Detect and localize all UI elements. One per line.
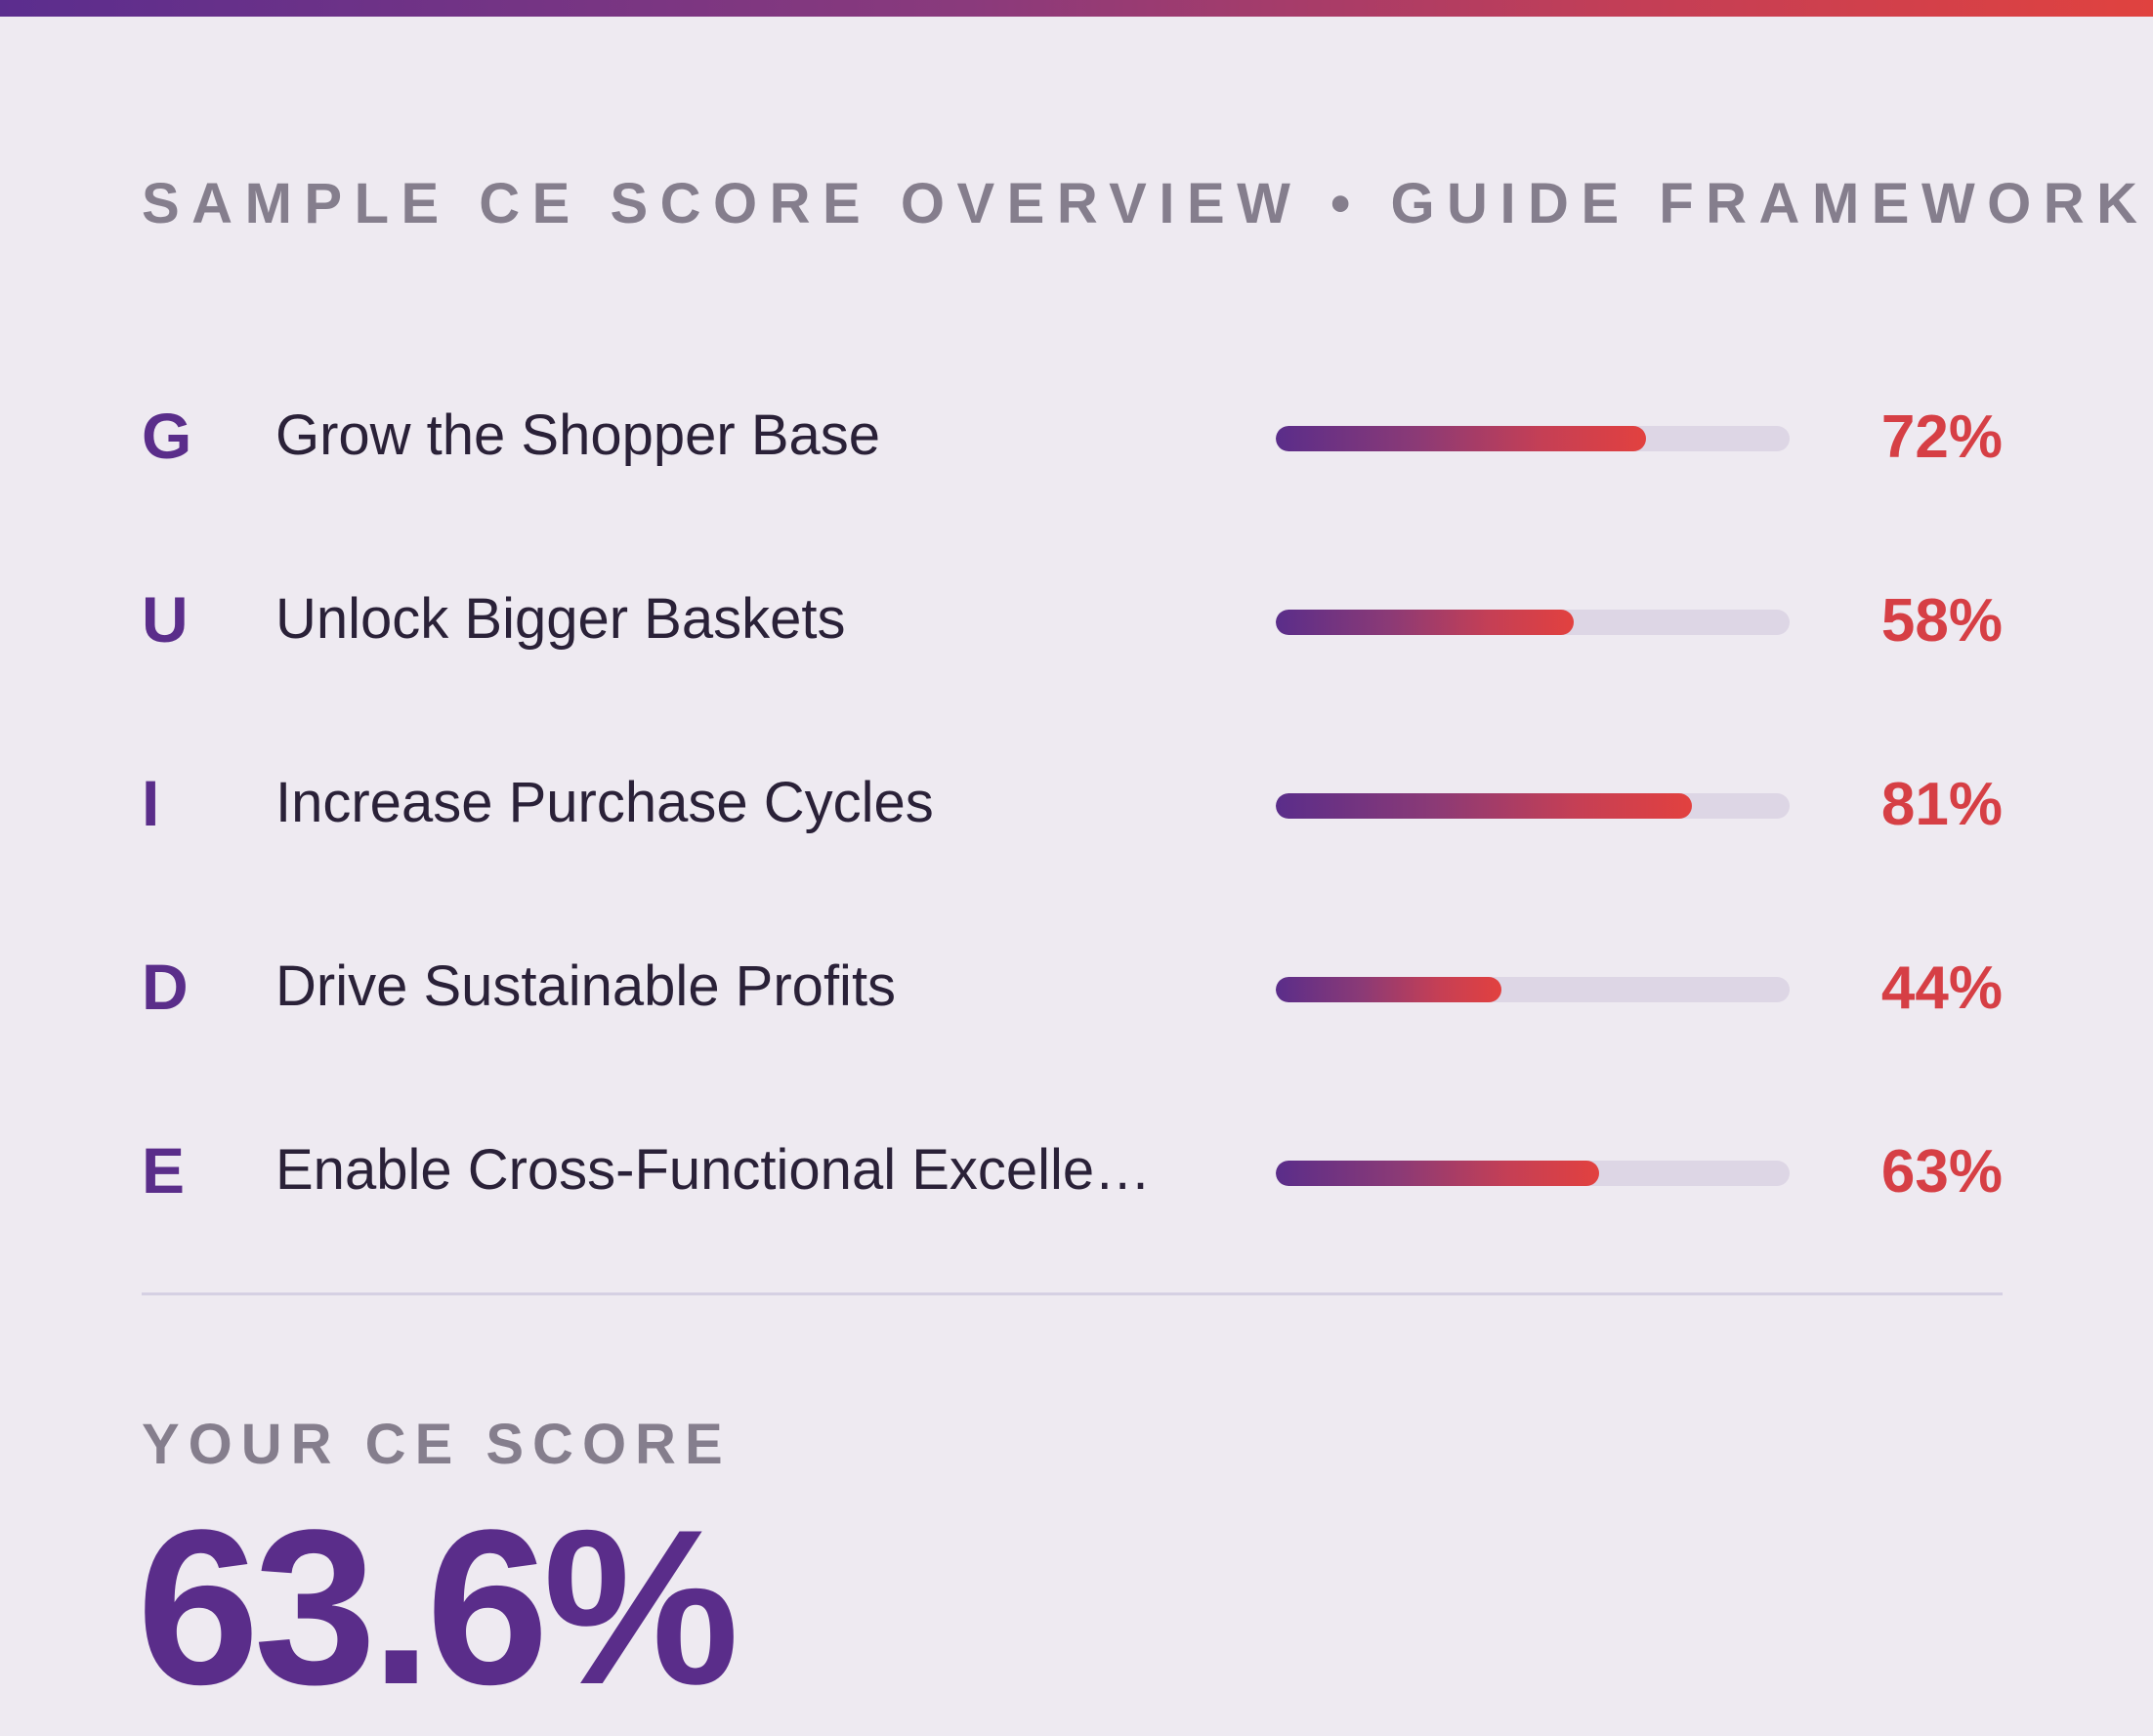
pillar-row-u: U Unlock Bigger Baskets 58% xyxy=(0,561,2153,678)
pillar-row-i: I Increase Purchase Cycles 81% xyxy=(0,744,2153,862)
pillar-letter: G xyxy=(142,400,192,472)
score-overview-card: SAMPLE CE SCORE OVERVIEW • GUIDE FRAMEWO… xyxy=(0,17,2153,1736)
pillar-percent: 58% xyxy=(1880,587,2003,655)
pillar-label: Drive Sustainable Profits xyxy=(275,954,897,1018)
progress-fill xyxy=(1276,426,1646,451)
pillar-letter: E xyxy=(142,1134,186,1207)
pillar-row-e: E Enable Cross-Functional Excelle… 63% xyxy=(0,1112,2153,1229)
top-accent-bar xyxy=(0,0,2153,17)
pillar-percent: 81% xyxy=(1880,771,2003,838)
progress-fill xyxy=(1276,1161,1600,1186)
page-title: SAMPLE CE SCORE OVERVIEW • GUIDE FRAMEWO… xyxy=(142,172,2150,235)
section-divider xyxy=(142,1292,2003,1295)
progress-track xyxy=(1276,1161,1790,1186)
pillar-letter: U xyxy=(142,583,189,656)
progress-track xyxy=(1276,977,1790,1002)
progress-fill xyxy=(1276,793,1693,819)
progress-fill xyxy=(1276,977,1502,1002)
pillar-percent: 72% xyxy=(1880,403,2003,471)
pillar-letter: D xyxy=(142,951,189,1023)
pillar-percent: 63% xyxy=(1880,1138,2003,1206)
pillar-row-g: G Grow the Shopper Base 72% xyxy=(0,377,2153,494)
pillar-label: Increase Purchase Cycles xyxy=(275,771,934,834)
pillar-label: Enable Cross-Functional Excelle… xyxy=(275,1138,1152,1202)
score-label: YOUR CE SCORE xyxy=(142,1413,732,1476)
pillar-letter: I xyxy=(142,767,160,839)
progress-track xyxy=(1276,793,1790,819)
pillar-percent: 44% xyxy=(1880,954,2003,1022)
score-value: 63.6% xyxy=(137,1483,739,1730)
progress-fill xyxy=(1276,610,1575,635)
progress-track xyxy=(1276,426,1790,451)
progress-track xyxy=(1276,610,1790,635)
pillar-label: Unlock Bigger Baskets xyxy=(275,587,846,651)
pillar-label: Grow the Shopper Base xyxy=(275,403,881,467)
pillar-row-d: D Drive Sustainable Profits 44% xyxy=(0,928,2153,1045)
